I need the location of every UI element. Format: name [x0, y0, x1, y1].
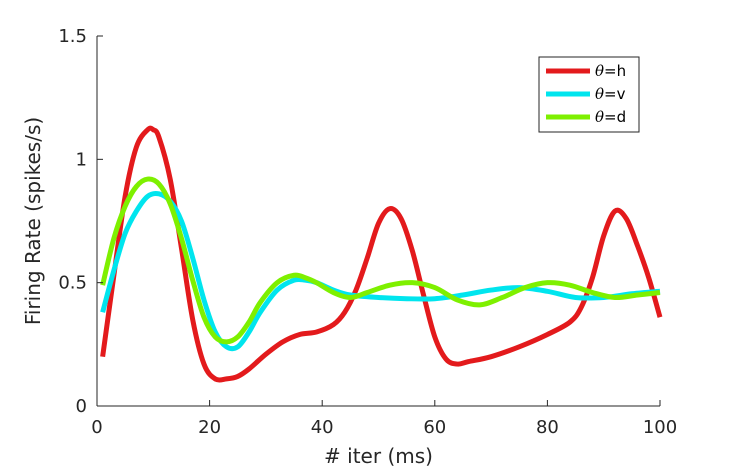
x-tick-label: 80	[536, 417, 559, 438]
x-ticks: 0 20 40 60 80 100	[91, 400, 677, 438]
legend-entry: θ=v	[595, 85, 626, 103]
series-line-3	[100, 176, 661, 345]
legend-entry: θ=h	[595, 62, 626, 80]
x-tick-label: 60	[423, 417, 446, 438]
x-tick-label: 100	[643, 417, 677, 438]
x-tick-label: 40	[311, 417, 334, 438]
series-line-2	[100, 191, 661, 352]
x-tick-label: 20	[198, 417, 221, 438]
y-tick-label: 1.5	[58, 26, 87, 47]
x-axis-label: # iter (ms)	[324, 444, 433, 468]
y-tick-label: 0.5	[58, 273, 87, 294]
series-line-1	[100, 125, 663, 383]
legend: θ=hθ=vθ=d	[538, 56, 640, 133]
y-ticks: 0 0.5 1 1.5	[58, 26, 103, 417]
legend-suffix: =v	[604, 85, 626, 103]
legend-suffix: =h	[604, 62, 626, 80]
legend-suffix: =d	[604, 108, 626, 126]
series-layer	[100, 125, 663, 383]
legend-entry: θ=d	[595, 108, 626, 126]
x-tick-label: 0	[91, 417, 102, 438]
y-tick-label: 0	[76, 396, 87, 417]
legend-symbol: θ	[595, 108, 604, 126]
axes-layer	[96, 36, 660, 407]
y-axis-label: Firing Rate (spikes/s)	[21, 117, 45, 325]
y-tick-label: 1	[76, 149, 87, 170]
legend-symbol: θ	[595, 85, 604, 103]
legend-symbol: θ	[595, 62, 604, 80]
